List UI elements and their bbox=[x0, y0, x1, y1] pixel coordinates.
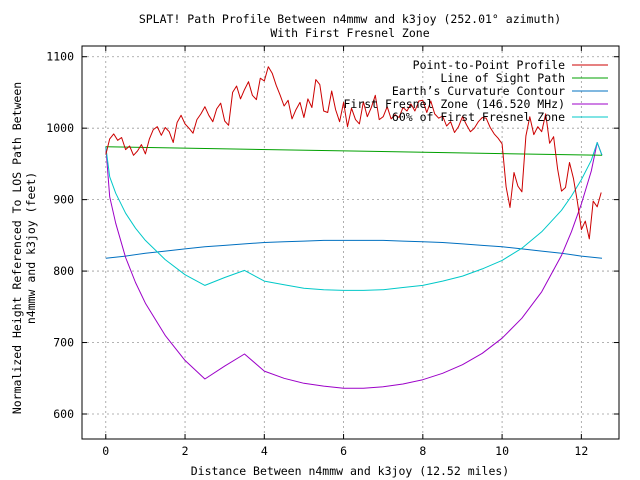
series-line-first-fresnel-zone-146-520-mhz bbox=[105, 142, 603, 389]
x-tick-label: 10 bbox=[495, 444, 509, 458]
legend-label: 60% of First Fresnel Zone bbox=[392, 110, 565, 124]
legend-label: First Fresnel Zone (146.520 MHz) bbox=[343, 97, 565, 111]
series-line-earth-s-curvature-contour bbox=[105, 239, 603, 259]
x-tick-label: 6 bbox=[340, 444, 347, 458]
y-tick-label: 800 bbox=[53, 264, 74, 278]
x-tick-label: 8 bbox=[419, 444, 426, 458]
y-axis-label-line1: Normalized Height Referenced To LOS Path… bbox=[10, 82, 24, 414]
x-axis-label: Distance Between n4mmw and k3joy (12.52 … bbox=[191, 464, 510, 478]
y-axis-label-line2: n4mmw and k3joy (feet) bbox=[24, 172, 38, 324]
chart-title-line2: With First Fresnel Zone bbox=[270, 26, 429, 40]
y-tick-label: 600 bbox=[53, 407, 74, 421]
x-tick-label: 4 bbox=[261, 444, 268, 458]
chart-title-line1: SPLAT! Path Profile Between n4mmw and k3… bbox=[139, 12, 561, 26]
axis-ticks: 0 2 4 6 8 10 12 600 700 800 900 1000 1100 bbox=[46, 46, 619, 458]
y-tick-label: 1000 bbox=[46, 121, 74, 135]
y-tick-label: 1100 bbox=[46, 50, 74, 64]
series-line-60-of-first-fresnel-zone bbox=[105, 142, 603, 291]
x-tick-label: 0 bbox=[102, 444, 109, 458]
series-line-line-of-sight-path bbox=[105, 146, 603, 156]
legend-label: Point-to-Point Profile bbox=[413, 58, 565, 72]
y-tick-label: 900 bbox=[53, 193, 74, 207]
series-line-point-to-point-profile bbox=[105, 66, 602, 240]
plot-series bbox=[105, 66, 603, 389]
legend-label: Earth’s Curvature Contour bbox=[392, 84, 565, 98]
x-tick-label: 12 bbox=[574, 444, 588, 458]
y-tick-label: 700 bbox=[53, 336, 74, 350]
x-tick-label: 2 bbox=[182, 444, 189, 458]
legend-label: Line of Sight Path bbox=[440, 71, 565, 85]
plot-frame bbox=[81, 45, 620, 440]
